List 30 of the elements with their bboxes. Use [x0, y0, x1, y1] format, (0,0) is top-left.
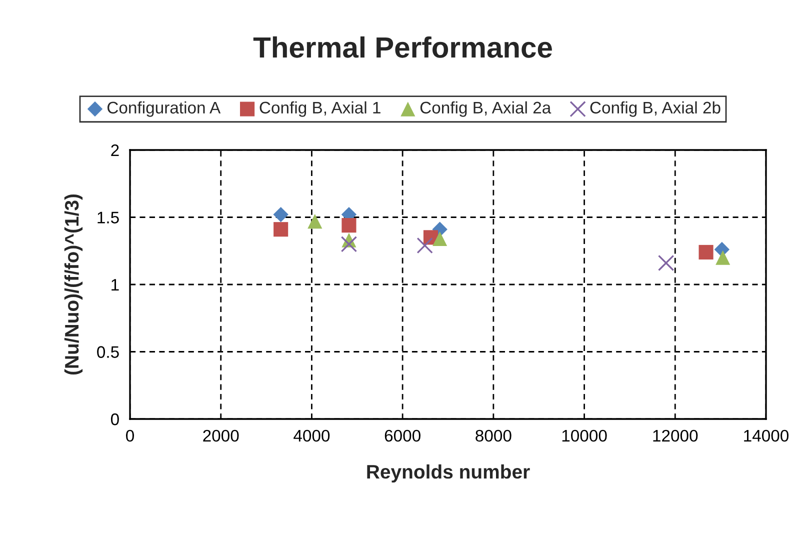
point [342, 218, 356, 233]
y-tick-label: 0.5 [97, 346, 119, 358]
x-tick-label: 2000 [203, 430, 239, 442]
y-tick-label: 0 [110, 413, 119, 426]
x-tick-label: 6000 [384, 430, 420, 442]
point [273, 206, 288, 222]
x-tick-label: 12000 [653, 430, 698, 442]
legend-label: Config B, Axial 2a [420, 101, 552, 117]
legend-label: Config B, Axial 1 [260, 101, 380, 117]
point [658, 254, 674, 272]
y-axis-title: (Nu/Nuo)/(f/fo)^(1/3) [64, 194, 83, 375]
point [416, 237, 433, 254]
y-tick-label: 2 [111, 144, 119, 156]
x-tick-label: 4000 [294, 430, 330, 442]
y-tick-label: 1 [112, 279, 119, 291]
point [308, 214, 322, 229]
y-tick-label: 1.5 [98, 212, 119, 224]
point [698, 244, 714, 260]
x-axis-title: Reynolds number [367, 464, 530, 483]
legend-label: Config B, Axial 2b [590, 101, 720, 117]
point [340, 236, 358, 252]
point [274, 222, 288, 237]
x-tick-label: 8000 [476, 430, 512, 442]
legend-label: Configuration A [107, 101, 221, 117]
x-tick-label: 14000 [744, 430, 789, 442]
x-tick-label: 0 [126, 430, 134, 442]
point [432, 231, 448, 246]
x-tick-label: 10000 [562, 430, 607, 442]
chart-title: Thermal Performance [253, 36, 552, 58]
point [716, 250, 730, 265]
